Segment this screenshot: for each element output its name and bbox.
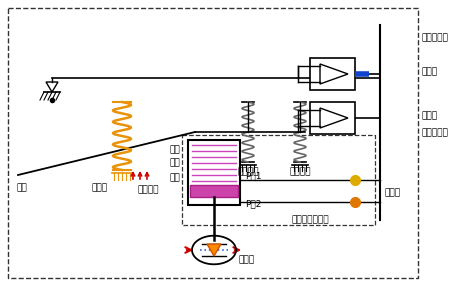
Text: 下喷嘴: 下喷嘴 xyxy=(421,111,437,120)
Text: 功率放大器: 功率放大器 xyxy=(421,128,448,137)
Bar xyxy=(187,140,239,205)
Text: 上喷嘴: 上喷嘴 xyxy=(421,67,437,76)
Bar xyxy=(309,102,354,134)
Text: 功率放大器: 功率放大器 xyxy=(421,33,448,42)
Polygon shape xyxy=(207,244,221,256)
Bar xyxy=(190,185,238,197)
Text: P出2: P出2 xyxy=(244,199,261,208)
Text: 活塞: 活塞 xyxy=(169,158,180,167)
Bar xyxy=(309,58,354,90)
Text: 调节阀: 调节阀 xyxy=(238,255,254,264)
Text: P出1: P出1 xyxy=(244,171,261,180)
Text: 波纹管: 波纹管 xyxy=(92,183,108,192)
Text: 信号压力: 信号压力 xyxy=(137,185,158,194)
Text: 定位器: 定位器 xyxy=(384,188,400,197)
Text: 调零弹簧: 调零弹簧 xyxy=(288,167,310,176)
Text: 活塞式执行机构: 活塞式执行机构 xyxy=(291,215,328,224)
Text: 反馈弹簧: 反馈弹簧 xyxy=(237,167,258,176)
Text: 杠杆: 杠杆 xyxy=(16,183,27,192)
Text: 气缸: 气缸 xyxy=(169,145,180,154)
Polygon shape xyxy=(192,236,236,264)
Text: 推杆: 推杆 xyxy=(169,173,180,182)
